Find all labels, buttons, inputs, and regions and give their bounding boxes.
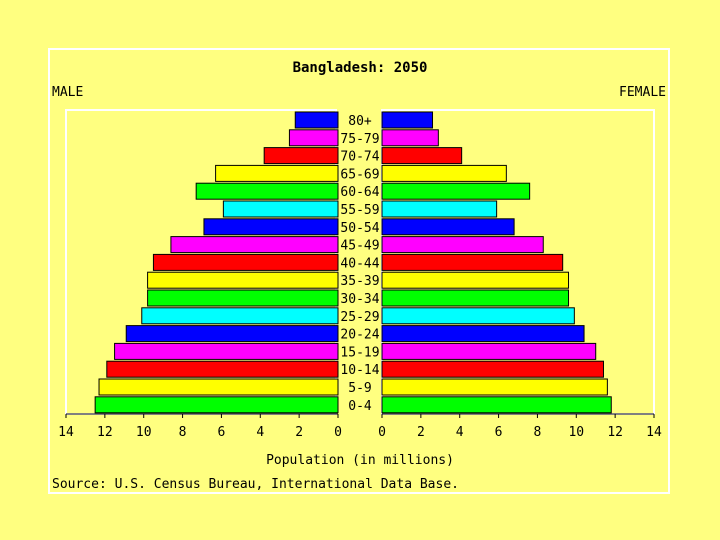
female-bar-55-59 <box>381 200 498 218</box>
age-group-label: 40-44 <box>340 256 379 271</box>
age-group-label: 60-64 <box>340 185 379 200</box>
age-group-label: 80+ <box>348 114 372 129</box>
female-bar-0-4 <box>381 396 612 414</box>
age-labels-group: 80+ 75-79 70-74 65-69 60-64 55-59 50-54 45-49 40… <box>340 114 379 414</box>
axes-group: 14 12 10 8 6 4 2 0 0 2 4 6 8 10 12 14 <box>58 413 662 440</box>
male-bar-60-64 <box>195 182 339 200</box>
male-bar-25-29 <box>141 307 339 325</box>
male-bar-10-14 <box>106 360 339 378</box>
chart-frame: Bangladesh: 2050 MALE FEMALE 80+ 75-79 70-… <box>48 48 670 494</box>
female-bar-70-74 <box>381 147 463 165</box>
x-tick-label: 10 <box>136 425 152 440</box>
female-bar-25-29 <box>381 307 575 325</box>
x-tick-label: 8 <box>534 425 542 440</box>
population-pyramid-chart: Bangladesh: 2050 MALE FEMALE 80+ 75-79 70-… <box>52 60 666 492</box>
age-group-label: 35-39 <box>340 274 379 289</box>
female-bar-65-69 <box>381 164 507 182</box>
x-tick-label: 2 <box>295 425 303 440</box>
age-group-label: 25-29 <box>340 310 379 325</box>
x-tick-label: 4 <box>256 425 264 440</box>
male-bar-15-19 <box>114 342 339 360</box>
age-group-label: 30-34 <box>340 292 379 307</box>
age-group-label: 65-69 <box>340 167 379 182</box>
age-group-label: 5-9 <box>348 381 371 396</box>
female-bar-40-44 <box>381 253 564 271</box>
age-group-label: 0-4 <box>348 399 372 414</box>
x-axis-label: Population (in millions) <box>266 453 454 468</box>
female-bar-45-49 <box>381 236 544 254</box>
male-bar-80+ <box>294 111 339 129</box>
chart-title: Bangladesh: 2050 <box>293 60 428 76</box>
x-tick-label: 6 <box>495 425 503 440</box>
female-bar-75-79 <box>381 129 439 147</box>
female-bar-30-34 <box>381 289 570 307</box>
male-bar-75-79 <box>288 129 339 147</box>
x-tick-label: 12 <box>607 425 623 440</box>
male-bar-35-39 <box>147 271 339 289</box>
male-bar-65-69 <box>215 164 339 182</box>
male-label: MALE <box>52 85 83 100</box>
female-bar-50-54 <box>381 218 515 236</box>
x-tick-label: 10 <box>568 425 584 440</box>
male-bar-5-9 <box>98 378 339 396</box>
x-tick-label: 4 <box>456 425 464 440</box>
x-tick-label: 14 <box>646 425 662 440</box>
male-bar-0-4 <box>94 396 339 414</box>
male-bar-20-24 <box>125 325 339 343</box>
age-group-label: 50-54 <box>340 221 379 236</box>
female-bar-15-19 <box>381 342 597 360</box>
age-group-label: 45-49 <box>340 239 379 254</box>
x-tick-label: 12 <box>97 425 113 440</box>
male-bar-50-54 <box>203 218 339 236</box>
female-bar-80+ <box>381 111 434 129</box>
female-bar-10-14 <box>381 360 604 378</box>
female-bar-5-9 <box>381 378 608 396</box>
male-bar-30-34 <box>147 289 339 307</box>
female-bar-35-39 <box>381 271 570 289</box>
x-tick-label: 0 <box>334 425 342 440</box>
male-bar-70-74 <box>263 147 339 165</box>
male-bar-40-44 <box>152 253 339 271</box>
age-group-label: 20-24 <box>340 328 379 343</box>
male-bar-45-49 <box>170 236 339 254</box>
male-bar-55-59 <box>222 200 339 218</box>
age-group-label: 70-74 <box>340 150 379 165</box>
age-group-label: 75-79 <box>340 132 379 147</box>
x-tick-label: 8 <box>179 425 187 440</box>
x-tick-label: 0 <box>378 425 386 440</box>
age-group-label: 55-59 <box>340 203 379 218</box>
x-tick-label: 14 <box>58 425 74 440</box>
age-group-label: 10-14 <box>340 363 379 378</box>
female-bar-20-24 <box>381 325 585 343</box>
x-tick-label: 2 <box>417 425 425 440</box>
age-group-label: 15-19 <box>340 345 379 360</box>
female-bar-60-64 <box>381 182 531 200</box>
female-label: FEMALE <box>619 85 666 100</box>
source-note: Source: U.S. Census Bureau, Internationa… <box>52 477 459 492</box>
bars-group <box>94 111 612 414</box>
x-tick-label: 6 <box>218 425 226 440</box>
